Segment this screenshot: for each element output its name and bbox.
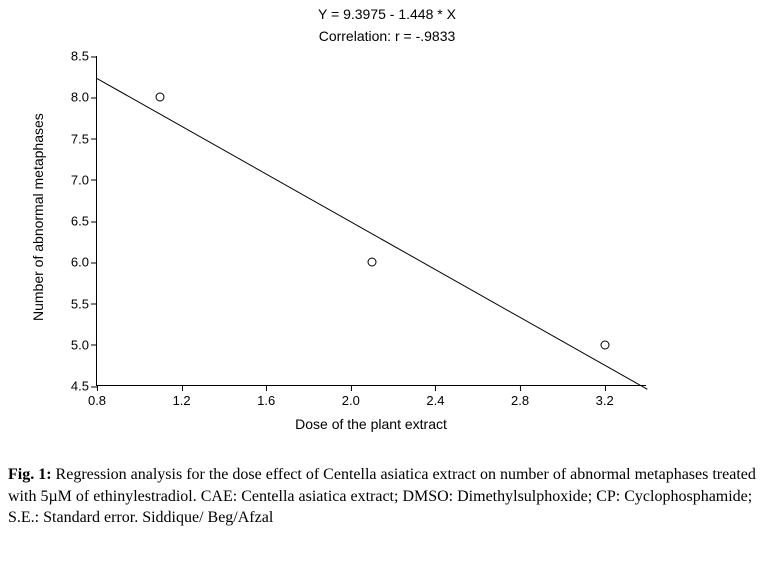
- x-tick: 2.8: [511, 393, 529, 408]
- y-tick: 5.0: [39, 337, 89, 352]
- x-axis-label: Dose of the plant extract: [295, 416, 447, 432]
- x-tick: 1.2: [173, 393, 191, 408]
- y-tick: 6.5: [39, 214, 89, 229]
- y-tick: 8.5: [39, 49, 89, 64]
- x-tick: 1.6: [257, 393, 275, 408]
- y-tick: 7.5: [39, 131, 89, 146]
- data-point: [600, 340, 609, 349]
- chart-equation: Y = 9.3975 - 1.448 * X: [0, 6, 774, 22]
- data-point: [368, 258, 377, 267]
- y-tick: 5.5: [39, 296, 89, 311]
- y-axis-label: Number of abnormal metaphases: [30, 113, 46, 321]
- plot-wrap: 4.5 5.0 5.5 6.0 6.5 7.0 7.5 8.0 8.5 0.8 1.2 1.6 2.0 2…: [0, 52, 774, 452]
- chart-correlation: Correlation: r = -.9833: [0, 28, 774, 44]
- y-tick: 4.5: [39, 379, 89, 394]
- caption-text: Regression analysis for the dose effect …: [8, 466, 756, 526]
- data-point: [156, 93, 165, 102]
- y-tick: 8.0: [39, 90, 89, 105]
- figure-label: Fig. 1:: [8, 466, 52, 483]
- x-tick: 2.4: [426, 393, 444, 408]
- y-tick: 7.0: [39, 172, 89, 187]
- regression-line: [97, 78, 648, 390]
- x-tick: 0.8: [88, 393, 106, 408]
- x-tick: 2.0: [342, 393, 360, 408]
- x-tick: 3.2: [596, 393, 614, 408]
- plot-area: 4.55.05.56.06.57.07.58.08.50.81.21.62.02…: [96, 56, 646, 386]
- y-tick: 6.0: [39, 255, 89, 270]
- figure-caption: Fig. 1: Regression analysis for the dose…: [8, 464, 766, 529]
